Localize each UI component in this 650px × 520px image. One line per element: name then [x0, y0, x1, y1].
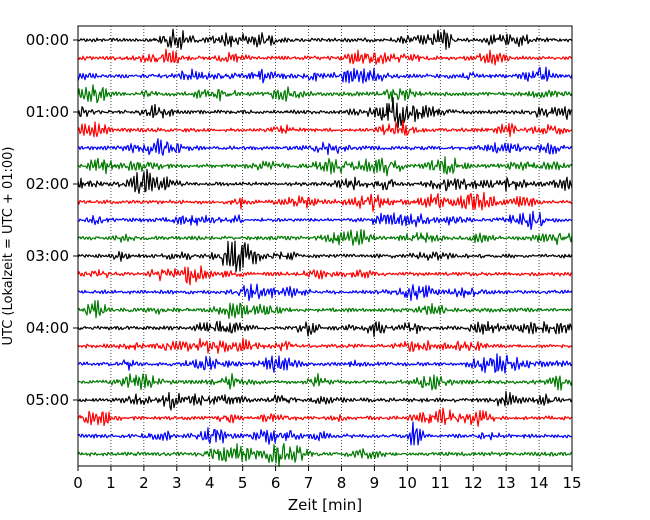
- trace-18: [77, 353, 573, 374]
- trace-23: [77, 442, 573, 468]
- trace-19: [77, 373, 573, 391]
- trace-4: [77, 96, 573, 129]
- y-tick-label-5: 05:00: [26, 391, 69, 409]
- trace-17: [77, 337, 573, 354]
- plot-frame: [77, 25, 573, 467]
- trace-0: [77, 28, 573, 50]
- x-tick-label-10: 10: [398, 474, 417, 492]
- trace-16: [77, 320, 573, 338]
- trace-20: [77, 390, 573, 411]
- trace-7: [77, 156, 573, 177]
- x-tick-label-15: 15: [562, 474, 581, 492]
- trace-11: [77, 228, 573, 246]
- trace-1: [77, 48, 573, 66]
- trace-21: [77, 407, 573, 427]
- x-axis-label: Zeit [min]: [288, 496, 362, 514]
- x-tick-label-4: 4: [205, 474, 215, 492]
- plot-area: [78, 26, 572, 466]
- y-tick-label-3: 03:00: [26, 247, 69, 265]
- trace-12: [77, 240, 573, 273]
- x-tick-label-0: 0: [73, 474, 83, 492]
- x-tick-label-2: 2: [139, 474, 149, 492]
- trace-2: [77, 66, 573, 84]
- grid-lines: [110, 26, 540, 466]
- y-tick-label-4: 04:00: [26, 319, 69, 337]
- traces: [77, 28, 573, 468]
- trace-9: [77, 191, 573, 212]
- x-tick-label-5: 5: [238, 474, 248, 492]
- x-tick-label-6: 6: [271, 474, 281, 492]
- x-tick-label-11: 11: [431, 474, 450, 492]
- trace-6: [77, 138, 573, 156]
- x-tick-label-3: 3: [172, 474, 182, 492]
- trace-14: [77, 283, 573, 302]
- trace-10: [77, 210, 573, 231]
- x-tick-label-12: 12: [464, 474, 483, 492]
- trace-15: [77, 299, 573, 320]
- trace-8: [77, 168, 573, 195]
- x-tick-label-14: 14: [530, 474, 549, 492]
- x-axis-ticks: 0 1 2 3 4 5 6 7 8 9 10 11 12 13 14 15: [73, 466, 582, 492]
- trace-13: [77, 265, 573, 286]
- y-tick-label-0: 00:00: [26, 31, 69, 49]
- y-axis-ticks: 00:00 01:00 02:00 03:00 04:00 05:00: [26, 31, 78, 409]
- x-tick-label-8: 8: [337, 474, 347, 492]
- trace-22: [77, 421, 573, 446]
- x-tick-label-9: 9: [370, 474, 380, 492]
- y-tick-label-2: 02:00: [26, 175, 69, 193]
- x-tick-label-13: 13: [497, 474, 516, 492]
- y-axis-label: UTC (Lokalzeit = UTC + 01:00): [1, 147, 16, 346]
- y-tick-label-1: 01:00: [26, 103, 69, 121]
- trace-5: [77, 119, 573, 138]
- x-tick-label-1: 1: [106, 474, 116, 492]
- x-tick-label-7: 7: [304, 474, 314, 492]
- trace-3: [77, 84, 573, 104]
